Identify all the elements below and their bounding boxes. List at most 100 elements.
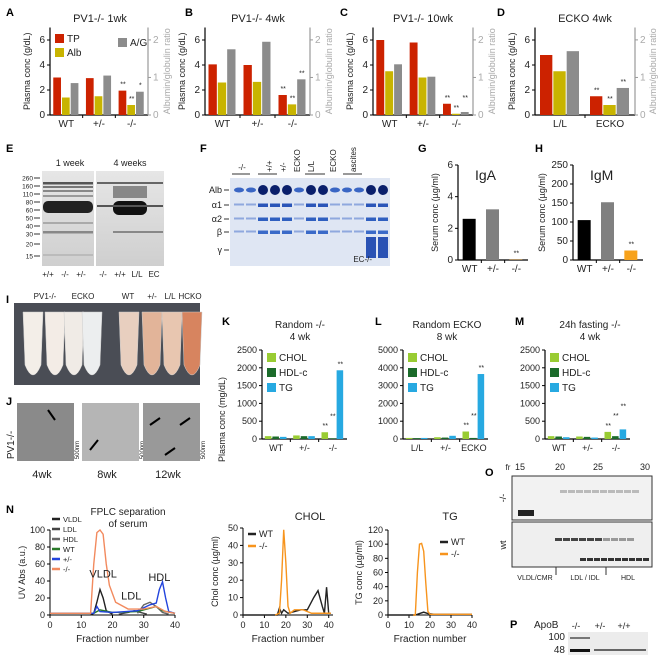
legend-label: A/G xyxy=(130,38,147,49)
bar-tg-- xyxy=(591,437,598,439)
peak-label: HDL xyxy=(148,572,170,584)
y2-axis-label: Albumin/globulin ratio xyxy=(324,28,334,114)
gel-band-alb xyxy=(306,185,316,195)
bar-tp-- xyxy=(409,42,418,115)
y-tick-label: 500 xyxy=(242,416,257,426)
lane-label: EC xyxy=(148,270,159,279)
blot-band xyxy=(627,538,634,541)
y-tick-label: 6 xyxy=(39,35,45,46)
arrow-icon xyxy=(149,417,161,426)
legend-swatch xyxy=(55,34,64,43)
bar-chol-- xyxy=(576,436,583,439)
chart-title: PV1-/- 4wk xyxy=(231,13,285,25)
legend-label: TG xyxy=(279,383,293,394)
gel-band xyxy=(342,203,352,206)
chart-title: Random -/- xyxy=(275,320,325,331)
gel-band xyxy=(366,230,376,234)
bar-tg-l-l xyxy=(420,437,428,439)
chart-k: 0 500 1000 1500 2000 2500 Plasma conc (mg/dL) R… xyxy=(217,320,347,462)
gel-band xyxy=(270,217,280,221)
gel-f: Alb α1 α2 βγ EC-/- -/- +/+ +/- ECKO L/L ECKO ascite… xyxy=(209,147,390,266)
lane-label: +/+ xyxy=(42,270,54,279)
bar-a-g-wt xyxy=(394,64,402,115)
panel-label-f: F xyxy=(200,143,207,155)
panel-label-n: N xyxy=(6,504,14,516)
sample-tube xyxy=(63,311,85,376)
panel-label-j: J xyxy=(6,396,12,408)
y-tick-label: 100 xyxy=(30,525,45,535)
legend-label: VLDL xyxy=(63,515,82,524)
gel-band xyxy=(258,203,268,207)
gel-band xyxy=(366,217,376,221)
legend-swatch xyxy=(267,368,276,377)
chart-title: IgA xyxy=(475,167,497,183)
gel-band xyxy=(270,230,280,234)
blot-band xyxy=(560,490,567,493)
bar-tp-- xyxy=(278,95,287,115)
significance-mark: ** xyxy=(607,96,613,103)
bar-tg-- xyxy=(308,436,315,439)
lane-label: -/- xyxy=(572,621,581,631)
tube-label: HCKO xyxy=(178,292,201,301)
sample-tube xyxy=(81,311,103,376)
lane-group-label: +/- xyxy=(279,162,288,172)
bar-chol-- xyxy=(604,431,612,439)
y-tick-label: 1000 xyxy=(378,416,398,426)
bar-hdl-c-l-l xyxy=(413,438,420,439)
bar-tg-- xyxy=(619,429,627,439)
panel-label-g: G xyxy=(418,143,427,155)
gel-band xyxy=(43,195,93,197)
mw-marker: 15 xyxy=(26,254,34,261)
x-tick-label: WT xyxy=(215,119,231,130)
y-axis-label: Serum conc (µg/ml) xyxy=(537,173,547,252)
significance-mark: ** xyxy=(120,82,126,89)
bar-tp-wt xyxy=(208,64,217,115)
bar-value-- xyxy=(601,202,614,260)
peak-label: VLDL xyxy=(89,569,117,581)
gel-band xyxy=(282,217,292,221)
bar-alb-wt xyxy=(61,97,70,115)
legend-swatch xyxy=(408,368,417,377)
blot-band xyxy=(608,558,614,561)
chart-title: 4 wk xyxy=(290,332,312,343)
legend-swatch xyxy=(118,38,127,47)
tube-label: PV1-/- xyxy=(34,292,57,301)
y-tick-label: 20 xyxy=(373,596,383,606)
bar-tp-wt xyxy=(376,40,385,115)
gel-band xyxy=(294,203,304,206)
em-image xyxy=(82,403,139,461)
bar-a-g-l-l xyxy=(566,51,579,115)
y-tick-label: 500 xyxy=(525,416,540,426)
bar-chol-l-l xyxy=(405,437,413,439)
gel-band-alb xyxy=(258,185,268,195)
lane-group-label: ECKO xyxy=(293,149,302,172)
gel-band xyxy=(258,230,268,234)
blot-band xyxy=(643,558,649,561)
significance-mark: ** xyxy=(299,70,305,77)
x-tick-label: 10 xyxy=(76,620,86,630)
gel-band-ascites xyxy=(378,237,388,258)
legend-label: CHOL xyxy=(420,353,448,364)
sample-tube xyxy=(141,311,163,376)
y-tick-label: 0 xyxy=(447,255,453,266)
lane-label: +/- xyxy=(595,621,606,631)
significance-mark: ** xyxy=(330,413,336,420)
lane-group-label: -/- xyxy=(238,163,246,172)
mw-label: 48 xyxy=(554,645,566,655)
x-axis-label: Fraction number xyxy=(252,634,325,645)
bar-a-g-- xyxy=(103,75,112,115)
bar-hdl-c-- xyxy=(300,436,308,439)
bar-a-g-- xyxy=(427,76,436,115)
bar-hdl-c-- xyxy=(612,436,619,439)
series-line-- xyxy=(50,528,176,614)
gel-band-albumin xyxy=(113,201,147,215)
x-tick-label: 20 xyxy=(425,620,435,630)
x-tick-label: -/- xyxy=(627,264,636,275)
bar-chol-wt xyxy=(547,436,555,439)
y-tick-label: 20 xyxy=(35,593,45,603)
significance-mark: ** xyxy=(629,242,635,249)
chart-title: CHOL xyxy=(295,511,326,523)
x-tick-label: 20 xyxy=(107,620,117,630)
bar-alb-- xyxy=(252,81,262,115)
